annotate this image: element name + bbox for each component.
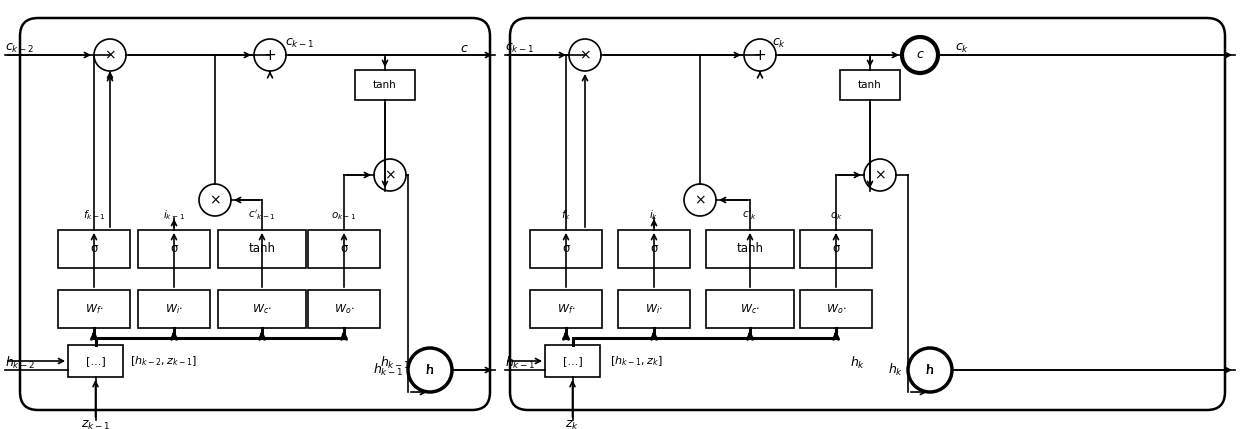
Text: $o_{k-1}$: $o_{k-1}$ bbox=[331, 210, 357, 222]
Bar bbox=[529, 290, 601, 328]
Text: ×: × bbox=[694, 193, 706, 207]
Bar bbox=[618, 230, 689, 268]
Circle shape bbox=[94, 39, 126, 71]
Bar bbox=[68, 345, 123, 377]
Text: $i_{k-1}$: $i_{k-1}$ bbox=[162, 208, 185, 222]
Text: $h_{k-1}$: $h_{k-1}$ bbox=[505, 355, 536, 371]
Text: [...]: [...] bbox=[563, 356, 583, 366]
Text: $h_{k-2}$: $h_{k-2}$ bbox=[5, 355, 35, 371]
Text: σ: σ bbox=[562, 242, 569, 256]
Circle shape bbox=[374, 159, 405, 191]
Bar bbox=[58, 290, 130, 328]
Text: $c_{k-2}$: $c_{k-2}$ bbox=[5, 42, 35, 54]
Text: $z_{k-1}$: $z_{k-1}$ bbox=[82, 418, 110, 429]
Text: ×: × bbox=[104, 48, 115, 62]
Text: tanh: tanh bbox=[737, 242, 764, 256]
FancyBboxPatch shape bbox=[510, 18, 1225, 410]
Text: $c'_{k-1}$: $c'_{k-1}$ bbox=[248, 208, 275, 222]
Bar bbox=[800, 230, 872, 268]
Text: tanh: tanh bbox=[248, 242, 275, 256]
Bar bbox=[529, 230, 601, 268]
Bar bbox=[618, 290, 689, 328]
Text: +: + bbox=[264, 48, 277, 63]
Bar bbox=[58, 230, 130, 268]
Text: $W_i⋅$: $W_i⋅$ bbox=[645, 302, 663, 316]
Text: σ: σ bbox=[340, 242, 347, 256]
Text: h: h bbox=[926, 363, 934, 377]
Circle shape bbox=[908, 348, 952, 392]
Text: $c$: $c$ bbox=[915, 48, 924, 61]
Bar bbox=[355, 70, 415, 100]
Circle shape bbox=[408, 348, 453, 392]
Text: $i_k$: $i_k$ bbox=[650, 208, 658, 222]
Text: $W_o⋅$: $W_o⋅$ bbox=[826, 302, 846, 316]
Text: $W_f⋅$: $W_f⋅$ bbox=[84, 302, 103, 316]
Text: $W_i⋅$: $W_i⋅$ bbox=[165, 302, 184, 316]
Text: σ: σ bbox=[832, 242, 839, 256]
Text: $c$: $c$ bbox=[460, 42, 469, 54]
Text: σ: σ bbox=[91, 242, 98, 256]
Text: tanh: tanh bbox=[373, 80, 397, 90]
Text: ×: × bbox=[384, 168, 396, 182]
Text: +: + bbox=[754, 48, 766, 63]
Text: ×: × bbox=[579, 48, 590, 62]
Bar bbox=[706, 230, 794, 268]
Text: σ: σ bbox=[650, 242, 657, 256]
Text: σ: σ bbox=[170, 242, 177, 256]
Bar bbox=[546, 345, 600, 377]
Text: tanh: tanh bbox=[858, 80, 882, 90]
Bar bbox=[218, 290, 306, 328]
Circle shape bbox=[864, 159, 897, 191]
Text: $W_o⋅$: $W_o⋅$ bbox=[334, 302, 355, 316]
Text: $[h_{k-2}, z_{k-1}]$: $[h_{k-2}, z_{k-1}]$ bbox=[130, 354, 197, 368]
Text: $h_{k-1}$: $h_{k-1}$ bbox=[372, 362, 403, 378]
Text: $W_f⋅$: $W_f⋅$ bbox=[557, 302, 575, 316]
Text: ×: × bbox=[874, 168, 885, 182]
Text: [...]: [...] bbox=[86, 356, 105, 366]
Text: $h$: $h$ bbox=[425, 363, 434, 377]
Text: $W_c⋅$: $W_c⋅$ bbox=[740, 302, 760, 316]
Text: $h_{k-1}$: $h_{k-1}$ bbox=[379, 355, 410, 371]
Bar bbox=[839, 70, 900, 100]
Text: $h$: $h$ bbox=[925, 363, 935, 377]
Text: $o_k$: $o_k$ bbox=[830, 210, 842, 222]
Bar bbox=[218, 230, 306, 268]
Text: $h_k$: $h_k$ bbox=[888, 362, 903, 378]
Text: $W_c⋅$: $W_c⋅$ bbox=[252, 302, 272, 316]
Circle shape bbox=[254, 39, 286, 71]
Text: $f_{k-1}$: $f_{k-1}$ bbox=[83, 208, 105, 222]
Text: $f_k$: $f_k$ bbox=[560, 208, 572, 222]
Text: $c_{k-1}$: $c_{k-1}$ bbox=[505, 42, 534, 54]
Circle shape bbox=[684, 184, 715, 216]
Bar bbox=[138, 290, 210, 328]
Text: h: h bbox=[427, 363, 434, 377]
Text: $h_k$: $h_k$ bbox=[849, 355, 866, 371]
Bar bbox=[308, 290, 379, 328]
Text: $[h_{k-1}, z_k]$: $[h_{k-1}, z_k]$ bbox=[610, 354, 662, 368]
FancyBboxPatch shape bbox=[20, 18, 490, 410]
Text: $c_k$: $c_k$ bbox=[773, 36, 786, 50]
Text: $c_k$: $c_k$ bbox=[955, 42, 970, 54]
Circle shape bbox=[198, 184, 231, 216]
Text: $z_k$: $z_k$ bbox=[565, 418, 579, 429]
Text: ×: × bbox=[210, 193, 221, 207]
Circle shape bbox=[744, 39, 776, 71]
Bar bbox=[706, 290, 794, 328]
Text: $c_{k-1}$: $c_{k-1}$ bbox=[285, 36, 315, 50]
Bar bbox=[800, 290, 872, 328]
Circle shape bbox=[901, 37, 937, 73]
Text: $c'_k$: $c'_k$ bbox=[743, 208, 758, 222]
Bar bbox=[308, 230, 379, 268]
Circle shape bbox=[569, 39, 601, 71]
Bar bbox=[138, 230, 210, 268]
